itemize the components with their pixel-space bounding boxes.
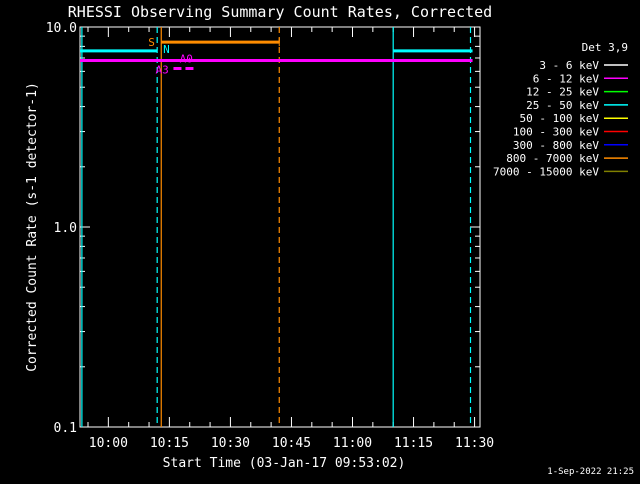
y-tick-label: 10.0 — [46, 21, 77, 36]
interval-label: A0 — [180, 52, 193, 65]
legend-label: 50 - 100 keV — [520, 112, 600, 125]
legend-label: 800 - 7000 keV — [506, 152, 599, 165]
legend-label: 12 - 25 keV — [526, 86, 599, 99]
x-tick-label: 10:15 — [150, 436, 189, 451]
footer-timestamp: 1-Sep-2022 21:25 — [547, 467, 634, 477]
x-tick-label: 10:00 — [89, 436, 128, 451]
interval-label: S — [148, 36, 155, 49]
legend-label: 6 - 12 keV — [533, 72, 600, 85]
legend-label: 7000 - 15000 keV — [493, 165, 599, 178]
chart-title: RHESSI Observing Summary Count Rates, Co… — [68, 3, 492, 21]
legend-label: 100 - 300 keV — [513, 126, 599, 139]
legend-title: Det 3,9 — [582, 41, 628, 54]
x-axis-label: Start Time (03-Jan-17 09:53:02) — [163, 456, 406, 471]
interval-label: N — [163, 43, 170, 56]
interval-label: A3 — [155, 64, 168, 77]
y-axis-label: Corrected Count Rate (s-1 detector-1) — [25, 82, 40, 372]
y-tick-label: 1.0 — [54, 221, 77, 236]
legend-label: 300 - 800 keV — [513, 139, 599, 152]
legend-label: 25 - 50 keV — [526, 99, 599, 112]
legend-label: 3 - 6 keV — [539, 59, 599, 72]
x-tick-label: 11:30 — [455, 436, 494, 451]
y-tick-label: 0.1 — [54, 421, 77, 436]
x-tick-label: 10:45 — [272, 436, 311, 451]
x-tick-label: 11:00 — [333, 436, 372, 451]
x-tick-label: 11:15 — [394, 436, 433, 451]
x-tick-label: 10:30 — [211, 436, 250, 451]
